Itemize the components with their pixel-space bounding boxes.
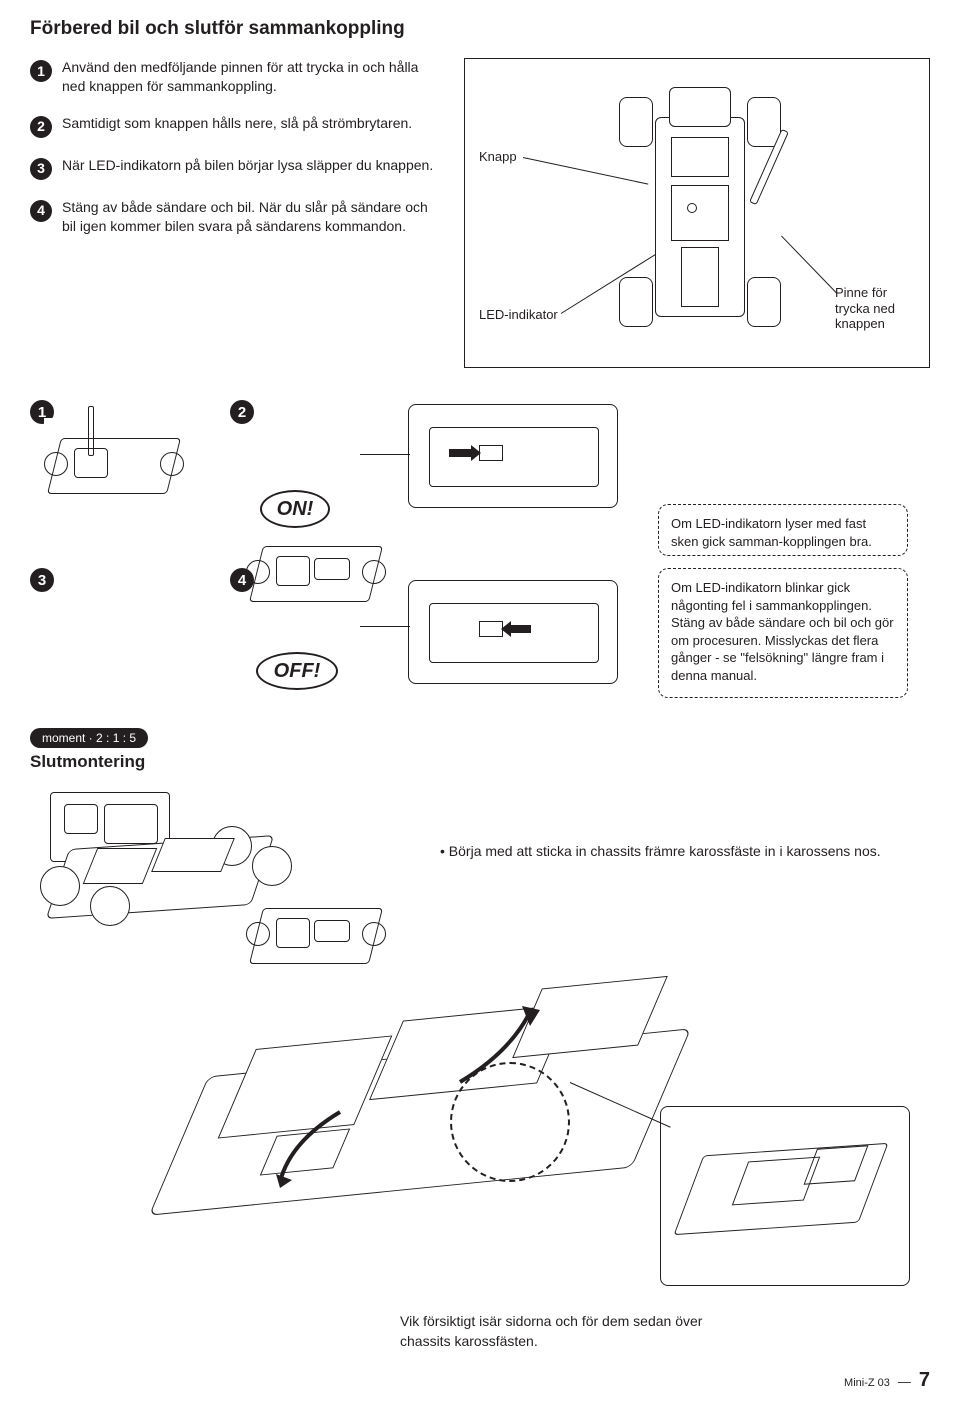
callout-knapp: Knapp	[479, 149, 517, 165]
illust-badge-2: 2	[230, 400, 254, 424]
leader-panel-bottom	[360, 626, 410, 627]
illust-badge-3: 3	[30, 568, 54, 592]
footer-dash: —	[898, 1374, 911, 1389]
leader-pinne	[781, 236, 837, 294]
top-figure: Knapp LED-indikator Pinne för trycka ned…	[464, 58, 930, 368]
footer-doc: Mini-Z 03	[844, 1377, 890, 1389]
chassis-top-schematic	[615, 77, 785, 347]
step-1: 1 Använd den medföljande pinnen för att …	[30, 58, 440, 96]
detail-inset	[660, 1106, 910, 1286]
step-text-4: Stäng av både sändare och bil. När du sl…	[62, 198, 440, 236]
top-section: 1 Använd den medföljande pinnen för att …	[30, 58, 930, 368]
step-4: 4 Stäng av både sändare och bil. När du …	[30, 198, 440, 236]
bullet-1: • Börja med att sticka in chassits främr…	[440, 842, 910, 862]
page-title: Förbered bil och slutför sammankoppling	[30, 18, 930, 40]
section-tag: moment · 2 : 1 : 5	[30, 728, 148, 748]
step-badge-4: 4	[30, 200, 52, 222]
chassis-iso-large	[130, 932, 710, 1292]
caption: Vik försiktigt isär sidorna och för dem …	[400, 1312, 730, 1351]
on-bubble: ON!	[260, 490, 330, 528]
chassis-iso-small	[30, 802, 300, 952]
step-text-1: Använd den medföljande pinnen för att tr…	[62, 58, 440, 96]
lower-block: • Börja med att sticka in chassits främr…	[30, 782, 930, 1382]
info-fail: Om LED-indikatorn blinkar gick någonting…	[658, 568, 908, 698]
footer-page: 7	[919, 1369, 930, 1392]
off-bubble: OFF!	[256, 652, 338, 690]
illustration-grid: 1 2 ON! Om LED-indikatorn lyser med fast…	[30, 394, 930, 704]
arrow-left	[260, 1092, 380, 1212]
step-badge-2: 2	[30, 116, 52, 138]
step-text-2: Samtidigt som knappen hålls nere, slå på…	[62, 114, 440, 133]
illust-badge-4: 4	[230, 568, 254, 592]
step-badge-3: 3	[30, 158, 52, 180]
detail-panel-bottom	[408, 580, 618, 684]
page-footer: Mini-Z 03 — 7	[844, 1369, 930, 1392]
step-badge-1: 1	[30, 60, 52, 82]
section-heading: Slutmontering	[30, 752, 930, 772]
numbered-steps: 1 Använd den medföljande pinnen för att …	[30, 58, 440, 368]
step-3: 3 När LED-indikatorn på bilen börjar lys…	[30, 156, 440, 180]
step-2: 2 Samtidigt som knappen hålls nere, slå …	[30, 114, 440, 138]
leader-panel-top	[360, 454, 410, 455]
callout-led: LED-indikator	[479, 307, 558, 323]
illust-2	[246, 526, 396, 626]
highlight-circle	[450, 1062, 570, 1182]
detail-panel-top	[408, 404, 618, 508]
callout-pinne: Pinne för trycka ned knappen	[835, 285, 915, 332]
step-text-3: När LED-indikatorn på bilen börjar lysa …	[62, 156, 440, 175]
illust-1	[44, 418, 194, 518]
info-ok: Om LED-indikatorn lyser med fast sken gi…	[658, 504, 908, 556]
